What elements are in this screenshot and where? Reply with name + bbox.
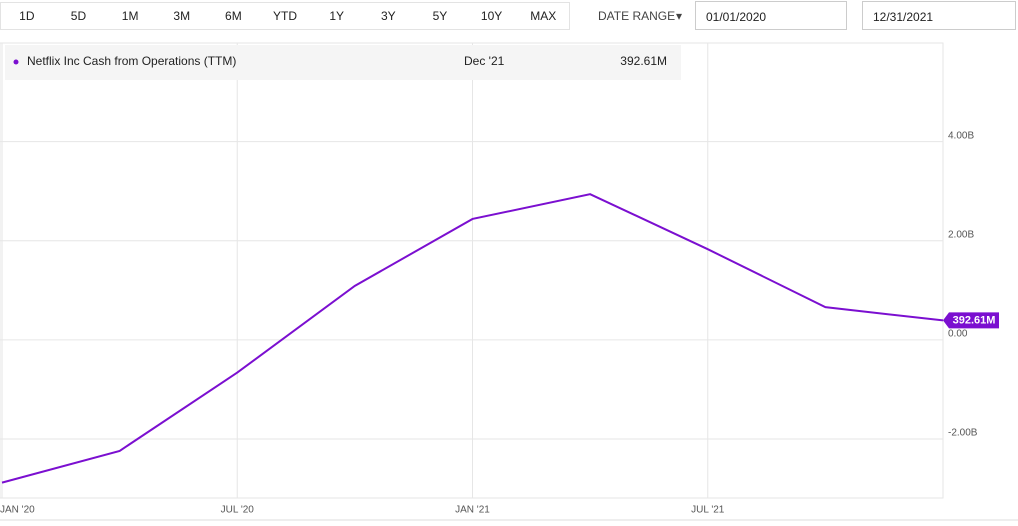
range-button[interactable]: 1Y [329,9,344,23]
line [1,193,944,484]
x-tick-label: JUL '20 [221,505,255,516]
range-button[interactable]: 3Y [380,9,396,23]
range-button[interactable]: 6M [225,9,242,23]
legend-name: Netflix Inc Cash from Operations (TTM) [27,54,236,68]
x-tick-label: JAN '20 [0,505,35,516]
plot-frame [0,42,944,499]
y-tick-label: 2.00B [948,229,974,240]
x-tick-label: JAN '21 [455,505,490,516]
y-tick-label: 0.00 [948,329,968,340]
price-tag [943,312,999,329]
range-button[interactable]: 1D [19,9,35,23]
dropdown-arrow[interactable]: ▾ [676,9,683,23]
x-tick-label: JUL '21 [691,505,725,516]
date-range-label[interactable]: DATE RANGE [598,9,676,23]
range-button[interactable]: 1M [121,9,139,23]
y-tick-label: -2.00B [948,428,978,439]
range-button[interactable]: 10Y [480,9,503,23]
end-date-input[interactable]: 12/31/2021 [862,1,1016,30]
range-toolbar: 1D 5D 1M 3M 6M YTD 1Y 3Y 5Y 10Y MAX [0,2,570,30]
range-button[interactable]: MAX [530,9,557,23]
start-date-input[interactable]: 01/01/2020 [695,1,847,30]
range-button[interactable]: 3M [173,9,191,23]
legend-value: 392.61M [620,54,667,68]
value-label: 392.61M [953,314,996,326]
y-tick-label: 4.00B [948,130,974,141]
range-button[interactable]: 5D [70,9,87,23]
legend-box [5,45,681,80]
legend-dot [13,59,19,65]
range-button[interactable]: YTD [273,9,298,23]
legend-date: Dec '21 [464,54,505,68]
range-button[interactable]: 5Y [432,9,448,23]
